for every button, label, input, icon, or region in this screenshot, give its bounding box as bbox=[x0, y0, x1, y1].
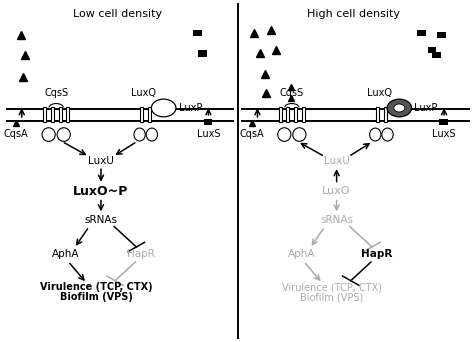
Text: Virulence (TCP, CTX): Virulence (TCP, CTX) bbox=[40, 282, 153, 292]
Ellipse shape bbox=[387, 99, 411, 117]
Text: LuxP: LuxP bbox=[179, 103, 202, 113]
Text: LuxO~P: LuxO~P bbox=[73, 185, 128, 198]
Bar bbox=[51, 107, 54, 122]
Bar bbox=[376, 107, 379, 122]
Bar bbox=[148, 107, 151, 122]
Bar bbox=[302, 107, 305, 122]
Bar bbox=[439, 119, 448, 125]
Bar bbox=[432, 52, 441, 58]
Ellipse shape bbox=[146, 128, 157, 141]
Text: HapR: HapR bbox=[361, 249, 392, 260]
Text: Virulence (TCP, CTX): Virulence (TCP, CTX) bbox=[282, 282, 382, 292]
Bar bbox=[384, 107, 387, 122]
Text: High cell density: High cell density bbox=[307, 9, 400, 19]
Ellipse shape bbox=[151, 99, 176, 117]
Bar bbox=[66, 107, 69, 122]
Ellipse shape bbox=[382, 128, 393, 141]
Text: LuxQ: LuxQ bbox=[366, 88, 392, 98]
Text: LuxQ: LuxQ bbox=[131, 88, 156, 98]
Ellipse shape bbox=[57, 128, 70, 141]
Bar bbox=[286, 107, 290, 122]
Text: CqsA: CqsA bbox=[239, 129, 264, 139]
Text: AphA: AphA bbox=[52, 249, 79, 260]
Ellipse shape bbox=[134, 128, 145, 141]
Text: sRNAs: sRNAs bbox=[320, 215, 353, 225]
Text: LuxU: LuxU bbox=[324, 156, 349, 166]
Text: LuxO: LuxO bbox=[322, 186, 351, 196]
Text: Biofilm (VPS): Biofilm (VPS) bbox=[60, 292, 133, 302]
Text: CqsS: CqsS bbox=[44, 88, 68, 98]
Text: LuxS: LuxS bbox=[197, 129, 220, 139]
Bar bbox=[428, 47, 436, 53]
Bar bbox=[193, 30, 202, 36]
Text: Low cell density: Low cell density bbox=[73, 9, 162, 19]
Text: LuxU: LuxU bbox=[88, 156, 114, 166]
Text: HapR: HapR bbox=[127, 249, 155, 260]
Bar bbox=[43, 107, 46, 122]
Bar bbox=[438, 32, 446, 38]
Ellipse shape bbox=[394, 104, 405, 112]
Bar bbox=[198, 50, 207, 56]
Ellipse shape bbox=[278, 128, 291, 141]
Text: Biofilm (VPS): Biofilm (VPS) bbox=[301, 292, 364, 302]
Text: AphA: AphA bbox=[288, 249, 315, 260]
Bar bbox=[294, 107, 297, 122]
Bar bbox=[279, 107, 282, 122]
Ellipse shape bbox=[42, 128, 55, 141]
Bar bbox=[417, 30, 426, 36]
Text: LuxP: LuxP bbox=[414, 103, 438, 113]
Text: CqsA: CqsA bbox=[4, 129, 28, 139]
Text: sRNAs: sRNAs bbox=[84, 215, 118, 225]
Text: CqsS: CqsS bbox=[280, 88, 304, 98]
Bar bbox=[59, 107, 62, 122]
Text: LuxS: LuxS bbox=[432, 129, 456, 139]
Ellipse shape bbox=[293, 128, 306, 141]
Ellipse shape bbox=[370, 128, 381, 141]
Bar bbox=[140, 107, 143, 122]
Bar bbox=[204, 119, 212, 125]
